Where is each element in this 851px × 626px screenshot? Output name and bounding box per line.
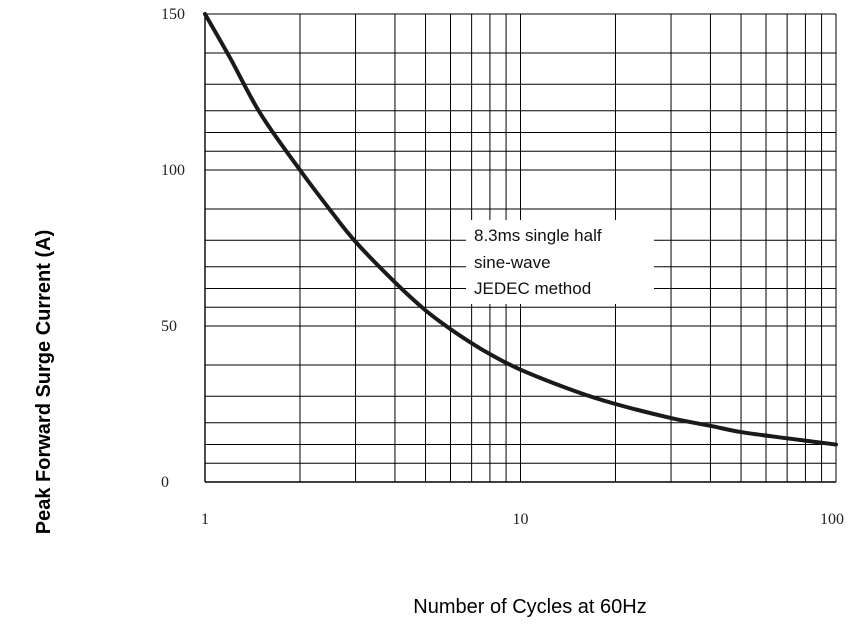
y-axis-title: Peak Forward Surge Current (A) <box>33 230 55 535</box>
annotation-line-3: JEDEC method <box>474 279 591 298</box>
annotation-box <box>466 220 654 304</box>
x-tick-label: 10 <box>513 511 529 528</box>
surge-current-curve <box>203 12 838 447</box>
tick-labels: 0 50 100 150 1 10 100 <box>161 6 844 528</box>
x-tick-label: 1 <box>201 511 209 528</box>
annotation-line-2: sine-wave <box>474 253 551 272</box>
x-tick-label: 100 <box>820 511 844 528</box>
y-tick-label: 100 <box>161 162 185 179</box>
y-tick-label: 50 <box>161 318 177 335</box>
x-axis-title: Number of Cycles at 60Hz <box>413 596 646 618</box>
annotation-line-1: 8.3ms single half <box>474 226 602 245</box>
y-tick-label: 150 <box>161 6 185 23</box>
y-tick-label: 0 <box>161 474 169 491</box>
